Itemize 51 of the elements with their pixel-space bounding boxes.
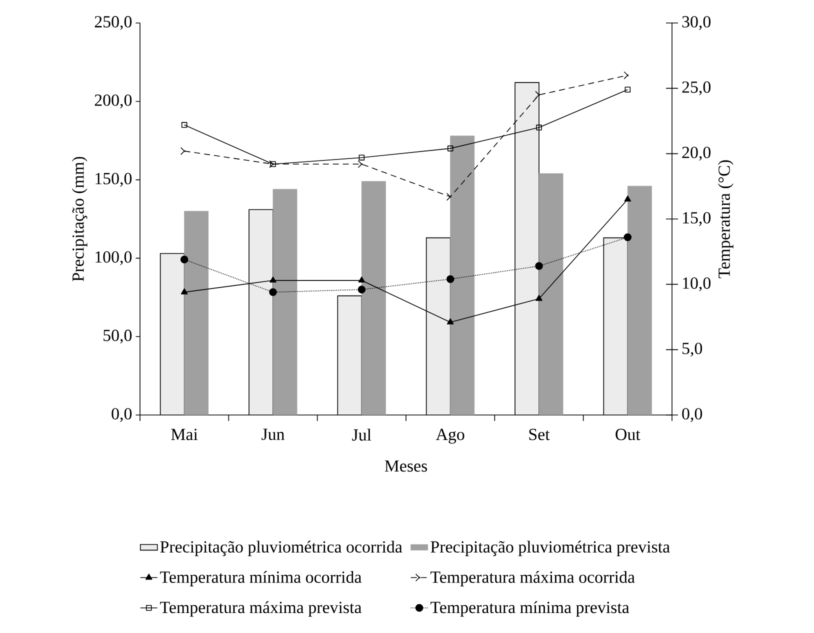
y-tick-label: 200,0 <box>94 94 132 108</box>
y2-tick-label: 5,0 <box>682 342 702 357</box>
y2-tick-label: 10,0 <box>683 277 711 292</box>
y2-tick-label: 25,0 <box>682 81 711 96</box>
y-tick-label: 100,0 <box>96 251 132 266</box>
x-tick-label: Mai <box>171 428 198 440</box>
point <box>535 262 543 270</box>
point <box>446 275 454 283</box>
point <box>358 154 365 160</box>
point <box>624 233 632 242</box>
legend-label: Precipitação pluviométrica ocorrida <box>160 540 402 556</box>
point <box>536 294 542 301</box>
legend-label: Temperatura mínima prevista <box>430 601 630 617</box>
point <box>180 256 188 264</box>
y2-tick-label: 20,0 <box>682 146 711 161</box>
y-tick-label: 0,0 <box>112 408 132 422</box>
point <box>180 288 188 294</box>
x-axis-title: Meses <box>384 460 428 472</box>
x-tick-label: Jul <box>352 428 372 441</box>
legend-label: Temperatura máxima ocorrida <box>430 570 635 586</box>
point <box>358 286 366 294</box>
x-tick-label: Set <box>529 428 550 440</box>
y-tick-label: 250,0 <box>94 16 132 30</box>
point <box>270 276 276 283</box>
y-tick-label: 150,0 <box>96 172 132 187</box>
y2-tick-label: 15,0 <box>683 212 711 226</box>
point <box>446 318 454 324</box>
x-tick-label: Out <box>616 428 640 440</box>
bar <box>603 237 628 415</box>
y2-axis-title: Temperatura (°C) <box>718 160 734 278</box>
point <box>624 86 631 93</box>
point <box>536 124 542 130</box>
bar <box>426 238 450 415</box>
legend-label: Precipitação pluviométrica prevista <box>430 540 670 556</box>
point <box>269 288 277 296</box>
point <box>181 122 188 128</box>
bar <box>515 82 539 415</box>
point <box>358 276 366 283</box>
point <box>447 146 454 152</box>
legend-label: Temperatura máxima prevista <box>160 601 362 617</box>
point <box>624 196 632 202</box>
x-tick-label: Jun <box>262 428 285 440</box>
y-tick-label: 50,0 <box>104 330 132 344</box>
bar <box>338 296 362 415</box>
y-axis-title: Precipitação (mm) <box>72 156 88 282</box>
y2-tick-label: 30,0 <box>682 16 711 30</box>
legend-label: Temperatura mínima ocorrida <box>160 570 362 586</box>
x-tick-label: Ago <box>436 428 464 444</box>
y2-tick-label: 0,0 <box>682 408 702 422</box>
bar <box>249 210 273 415</box>
bar <box>160 253 184 415</box>
